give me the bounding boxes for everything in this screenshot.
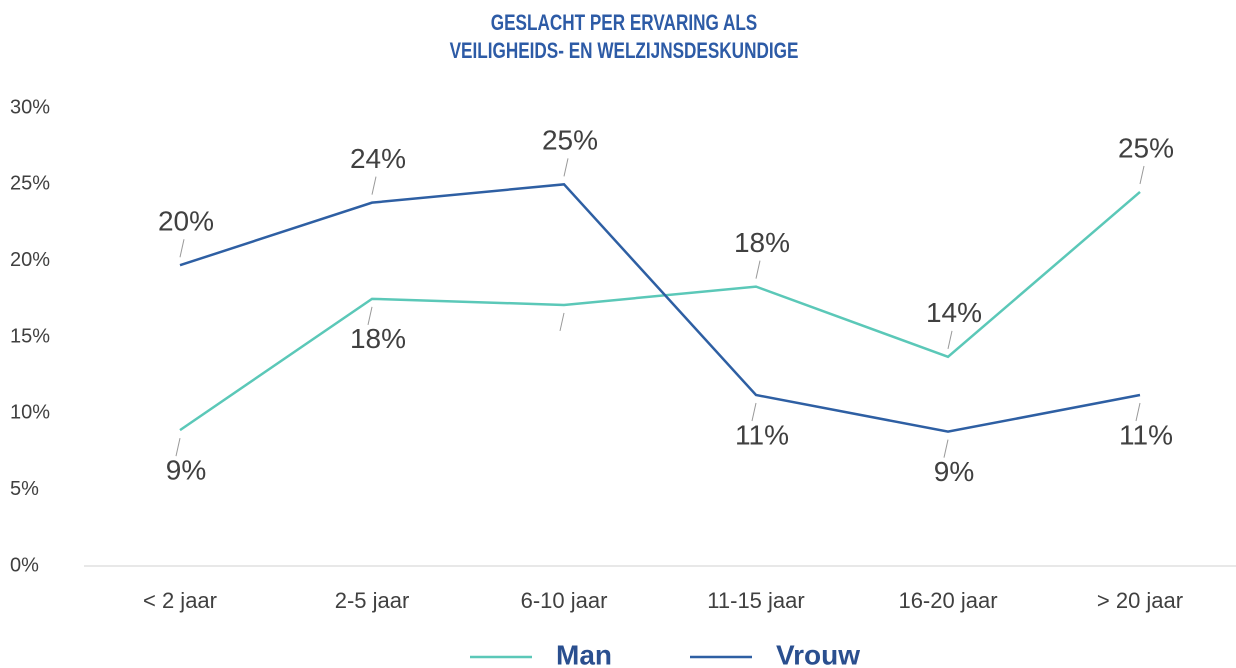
line-series <box>179 191 1141 432</box>
y-tick-label: 20% <box>10 249 50 271</box>
leader-line <box>367 306 373 325</box>
data-label: 9% <box>166 455 206 486</box>
data-label: 25% <box>542 125 598 156</box>
data-label: 9% <box>934 456 974 487</box>
data-label: 20% <box>158 206 214 237</box>
x-tick-label: 6-10 jaar <box>521 588 608 613</box>
leader-line <box>559 312 565 332</box>
leader-line <box>755 260 761 279</box>
leader-line <box>563 158 569 177</box>
x-tick-label: 16-20 jaar <box>898 588 997 613</box>
leader-line <box>1139 165 1145 185</box>
data-label: 18% <box>350 323 406 354</box>
title-group: GESLACHT PER ERVARING ALS VEILIGHEIDS- E… <box>450 11 799 64</box>
x-tick-label: > 20 jaar <box>1097 588 1183 613</box>
legend-label: Man <box>556 639 612 668</box>
leader-line <box>947 330 953 349</box>
y-tick-label: 30% <box>10 96 50 118</box>
chart-title: VEILIGHEIDS- EN WELZIJNSDESKUNDIGE <box>450 39 799 64</box>
leader-line <box>751 402 757 422</box>
data-label: 25% <box>1118 132 1174 163</box>
data-label: 11% <box>735 419 789 450</box>
y-tick-label: 5% <box>10 478 39 500</box>
y-tick-label: 0% <box>10 554 39 576</box>
y-tick-label: 25% <box>10 173 50 195</box>
leader-line <box>943 439 949 458</box>
legend-label: Vrouw <box>776 639 860 668</box>
x-tick-label: < 2 jaar <box>143 588 217 613</box>
line-series <box>179 183 1141 433</box>
y-tick-label: 15% <box>10 325 50 347</box>
y-tick-label: 10% <box>10 402 50 424</box>
chart-title: GESLACHT PER ERVARING ALS <box>491 11 758 36</box>
x-tick-label: 11-15 jaar <box>707 588 804 613</box>
x-tick-label: 2-5 jaar <box>335 588 410 613</box>
data-label: 24% <box>350 143 406 174</box>
leader-line <box>175 438 181 457</box>
leader-line <box>371 176 377 195</box>
leader-line <box>179 239 185 258</box>
data-label: 14% <box>926 297 982 328</box>
data-label: 11% <box>1119 419 1173 450</box>
data-label: 18% <box>734 227 790 258</box>
leader-line <box>1135 402 1141 422</box>
